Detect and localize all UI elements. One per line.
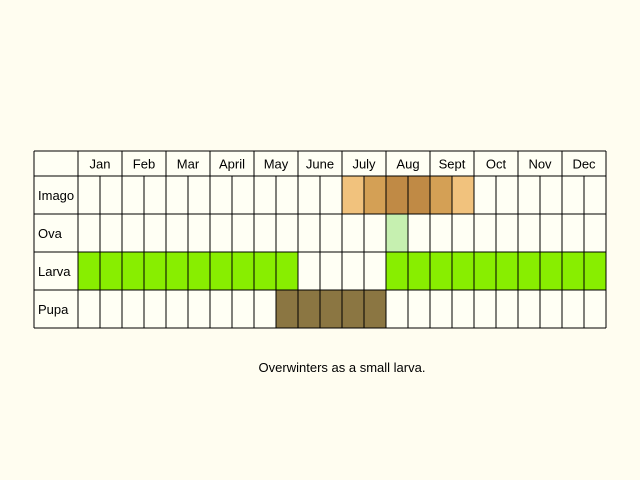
row-label-ova: Ova	[38, 226, 63, 241]
month-label-feb: Feb	[133, 157, 155, 172]
row-label-larva: Larva	[38, 264, 71, 279]
month-label-april: April	[219, 157, 245, 172]
month-label-july: July	[352, 157, 376, 172]
month-label-jan: Jan	[90, 157, 111, 172]
caption: Overwinters as a small larva.	[258, 360, 426, 375]
bar-imago-2	[386, 176, 408, 214]
month-label-oct: Oct	[486, 157, 507, 172]
bar-pupa-0	[276, 290, 386, 328]
bar-imago-0	[342, 176, 364, 214]
bar-ova-0	[386, 214, 408, 252]
month-label-sept: Sept	[439, 157, 466, 172]
month-label-dec: Dec	[572, 157, 596, 172]
month-label-may: May	[264, 157, 289, 172]
row-label-pupa: Pupa	[38, 302, 69, 317]
bar-imago-3	[408, 176, 430, 214]
month-label-mar: Mar	[177, 157, 200, 172]
month-label-nov: Nov	[528, 157, 552, 172]
bar-imago-1	[364, 176, 386, 214]
month-label-june: June	[306, 157, 334, 172]
row-label-imago: Imago	[38, 188, 74, 203]
bar-imago-4	[430, 176, 452, 214]
month-label-aug: Aug	[396, 157, 419, 172]
bar-imago-5	[452, 176, 474, 214]
